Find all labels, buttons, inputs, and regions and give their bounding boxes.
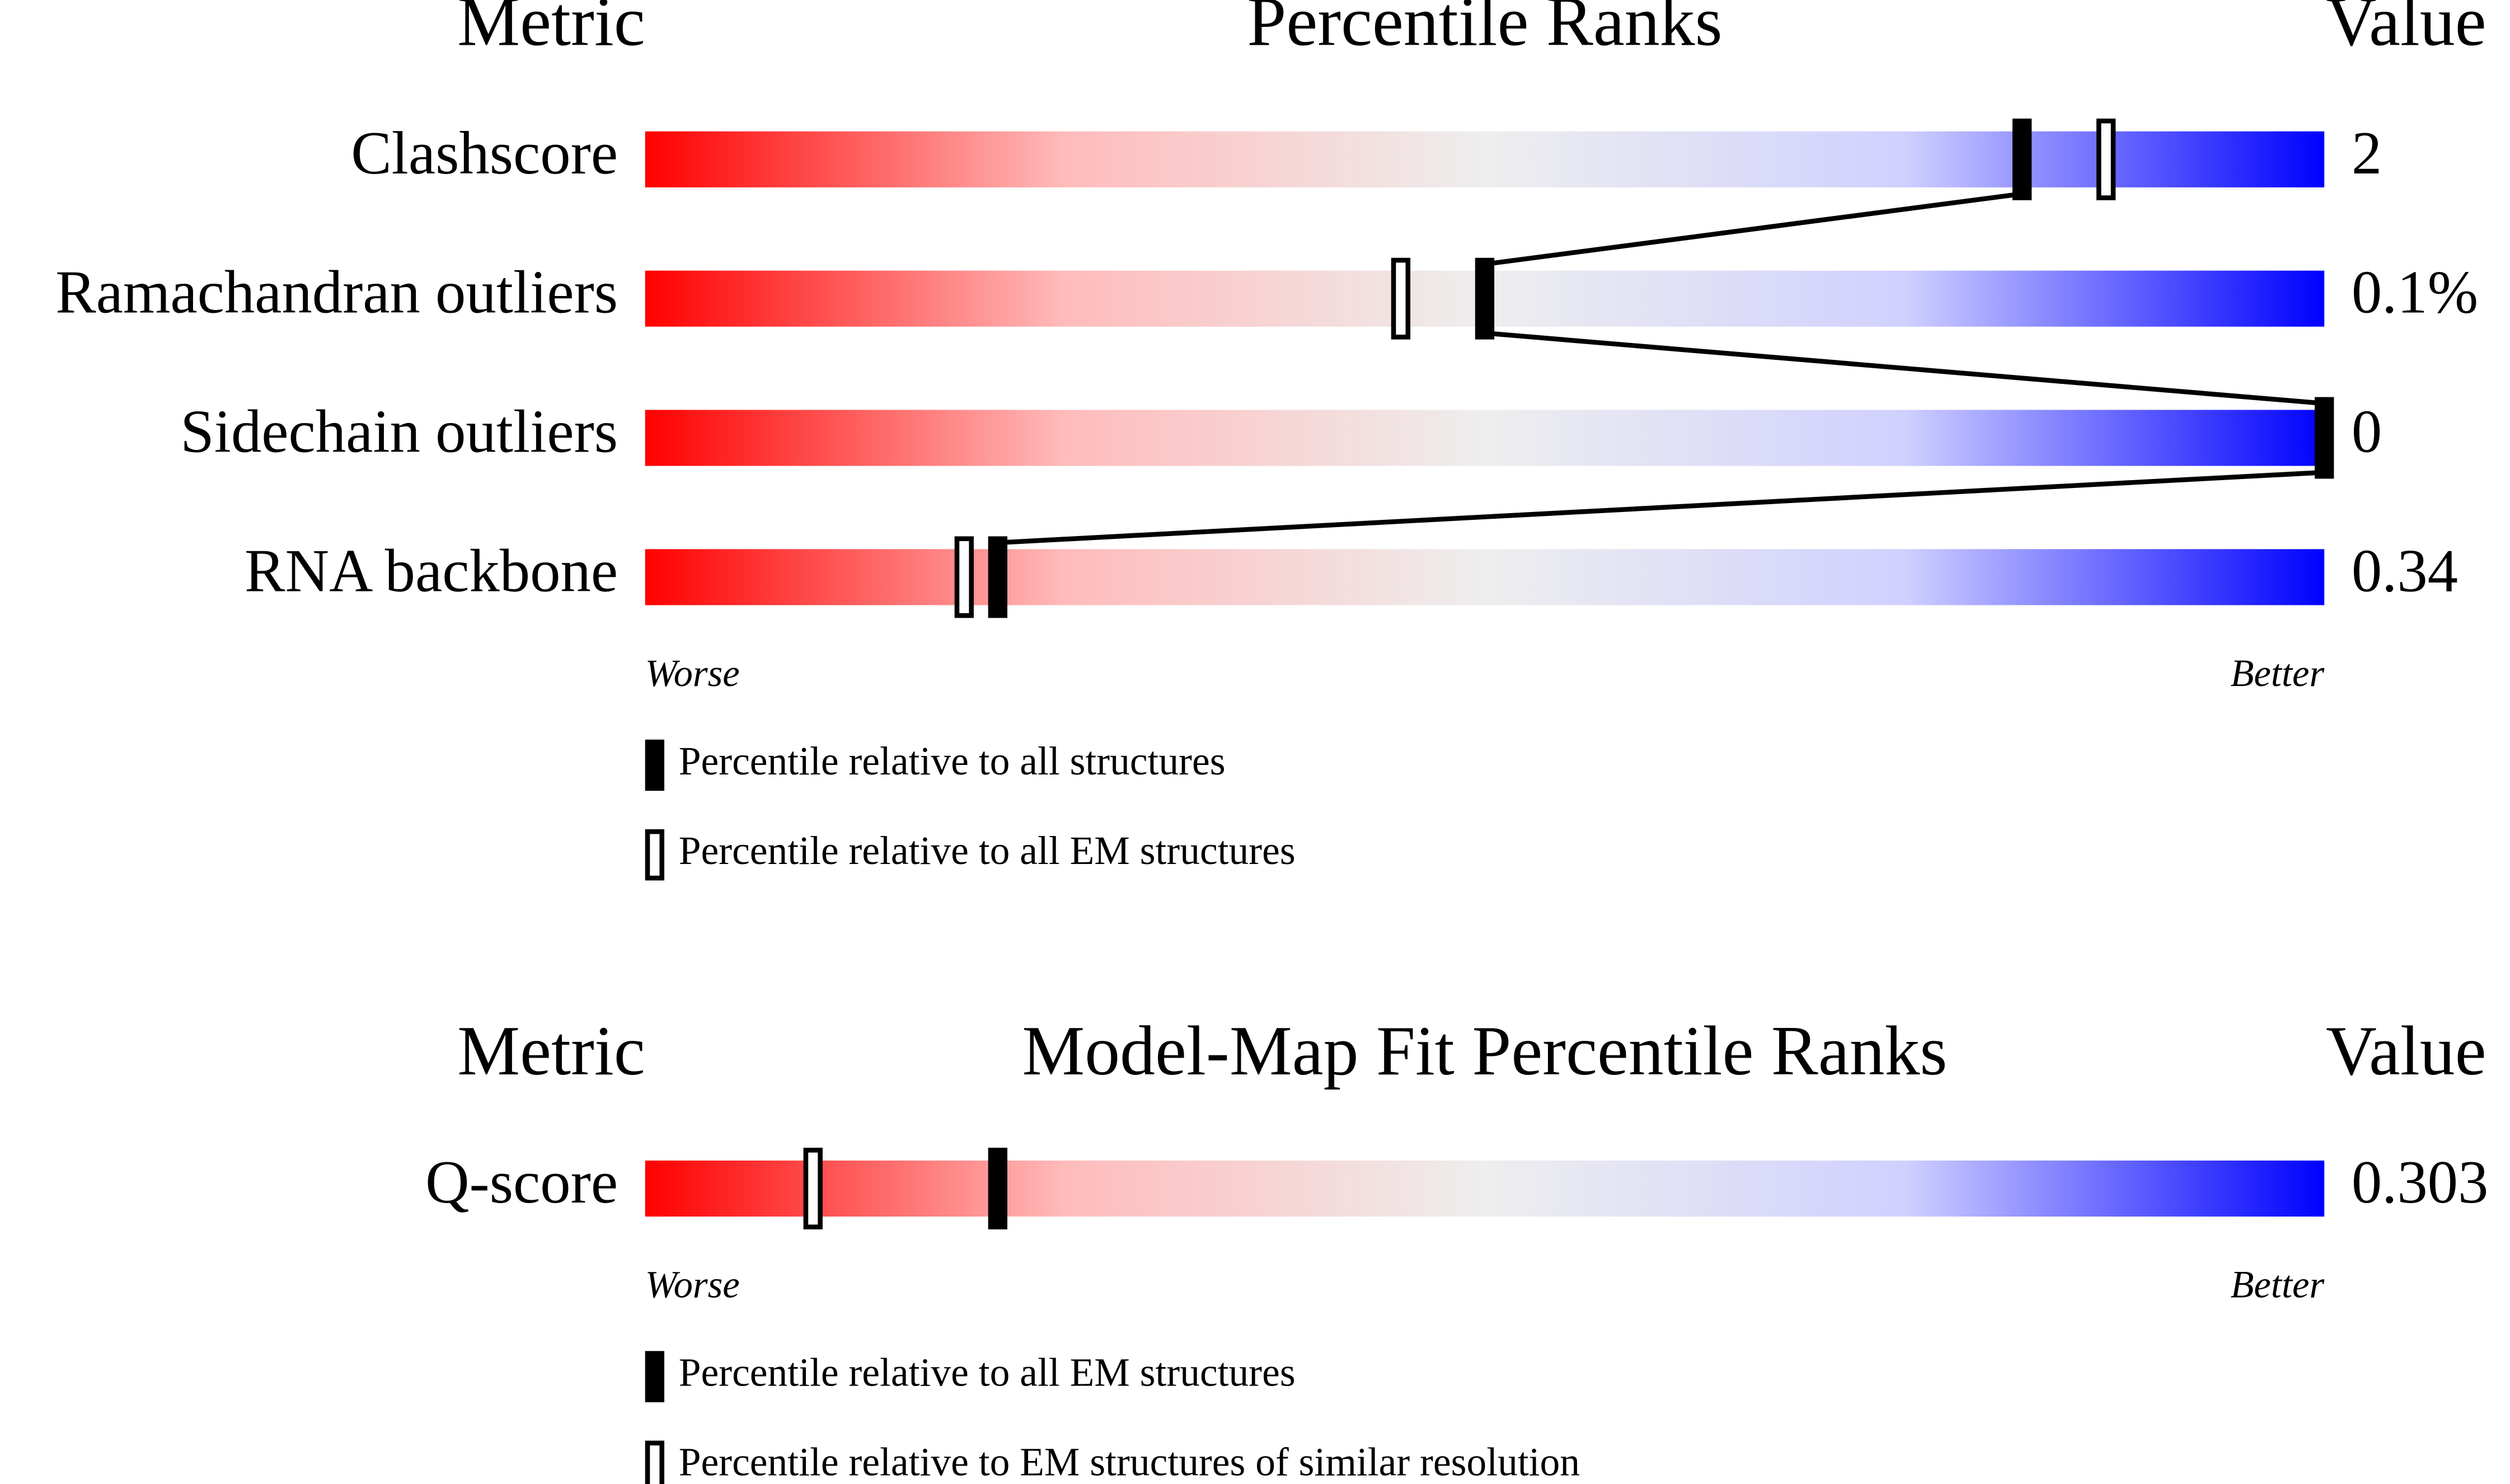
marker-open (803, 1148, 823, 1229)
marker-open (1391, 257, 1411, 340)
legend-label: Percentile relative to EM structures of … (679, 1440, 1580, 1484)
connector (1484, 191, 2023, 267)
chart-title: Model-Map Fit Percentile Ranks (1022, 1012, 1947, 1090)
marker-filled (2012, 118, 2032, 200)
low-label: Worse (645, 1264, 740, 1306)
high-label: Better (2231, 1264, 2325, 1306)
legend-icon (645, 829, 665, 881)
percentile-bar (645, 131, 2325, 187)
high-label: Better (2231, 652, 2325, 694)
metric-label: RNA backbone (245, 537, 618, 604)
marker-filled (988, 1148, 1007, 1229)
marker-filled (988, 536, 1007, 618)
connector (997, 469, 2325, 546)
metric-label: Sidechain outliers (180, 397, 618, 465)
percentile-bar (645, 410, 2325, 466)
value-header: Value (2326, 0, 2486, 61)
marker-filled (2315, 397, 2334, 479)
metric-label: Q-score (425, 1148, 618, 1216)
metric-header: Metric (457, 0, 645, 61)
marker-filled (1475, 257, 1495, 340)
legend-icon (645, 1440, 665, 1484)
percentile-bar (645, 1160, 2325, 1217)
legend-label: Percentile relative to all structures (679, 739, 1226, 783)
metric-label: Clashscore (351, 119, 618, 187)
metric-value: 0.34 (2352, 537, 2458, 604)
legend-label: Percentile relative to all EM structures (679, 829, 1296, 873)
metric-value: 0.303 (2352, 1148, 2489, 1216)
low-label: Worse (645, 652, 740, 694)
metric-value: 2 (2352, 119, 2382, 187)
marker-open (2096, 118, 2116, 200)
value-header: Value (2326, 1012, 2486, 1090)
legend-icon (645, 739, 665, 791)
marker-open (954, 536, 974, 618)
metric-header: Metric (457, 1012, 645, 1090)
connector (1484, 330, 2325, 406)
legend-icon (645, 1351, 665, 1402)
metric-label: Ramachandran outliers (55, 259, 618, 326)
percentile-bar (645, 549, 2325, 605)
legend-label: Percentile relative to all EM structures (679, 1351, 1296, 1395)
metric-value: 0.1% (2352, 259, 2478, 326)
chart-title: Percentile Ranks (1247, 0, 1722, 61)
metric-value: 0 (2352, 397, 2382, 465)
